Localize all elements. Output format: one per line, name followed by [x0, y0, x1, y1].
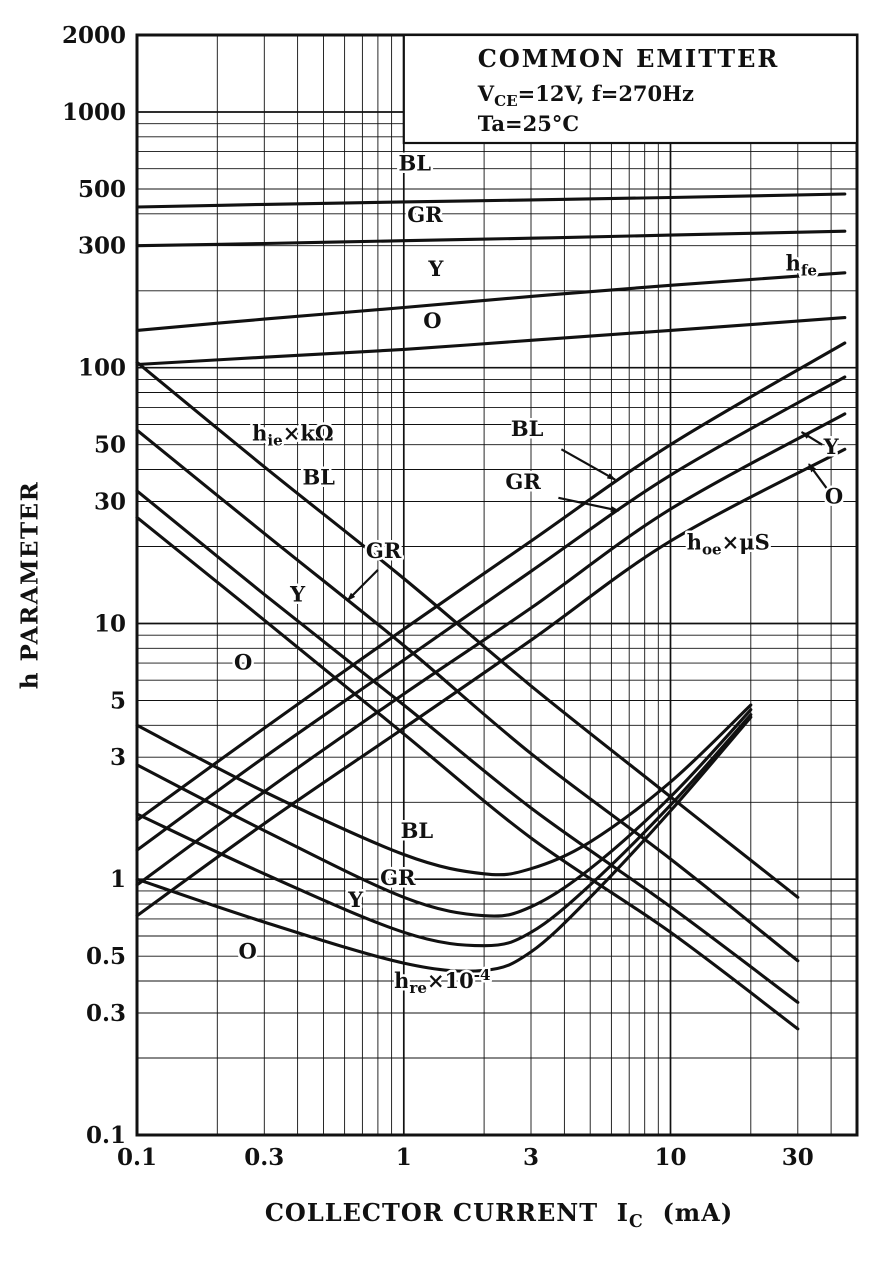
label-hre-name: hre×10-4: [394, 966, 490, 997]
curve-hie-GR: [135, 428, 800, 963]
x-axis-title: COLLECTOR CURRENT IC (mA): [264, 1198, 734, 1232]
title-box-line2: VCE=12V, f=270Hz: [477, 81, 694, 110]
curve-hfe-Y: [135, 271, 847, 332]
y-tick-1: 1: [110, 866, 126, 893]
label-hoe-GR: GR: [505, 469, 541, 494]
x-tick-0.3: 0.3: [244, 1144, 284, 1171]
label-hie-O: O: [234, 650, 252, 675]
label-hie-name: hie×kΩ: [252, 420, 333, 449]
curve-hie-O: [135, 515, 800, 1031]
label-hre-BL: BL: [401, 818, 434, 843]
curve-hie-BL: [135, 360, 800, 899]
y-tick-30: 30: [94, 489, 126, 516]
label-hoe-name: hoe×μS: [687, 529, 770, 558]
label-hre-GR: GR: [380, 865, 416, 890]
curve-hoe-BL: [135, 341, 847, 822]
annotation-arrow-2: [558, 496, 620, 512]
curve-hie-Y: [135, 489, 800, 1004]
curve-hfe-O: [135, 316, 847, 367]
curve-hre-Y: [135, 713, 753, 948]
title-box-frame: [402, 33, 859, 145]
annotation-arrow-3: [800, 431, 823, 446]
y-axis-title: h PARAMETER: [16, 480, 44, 690]
label-hre-O: O: [239, 939, 257, 964]
y-tick-10: 10: [94, 611, 126, 638]
y-tick-100: 100: [78, 355, 126, 382]
x-tick-30: 30: [782, 1144, 814, 1171]
title-box-line1: COMMON EMITTER: [478, 44, 780, 73]
label-hfe-name: hfe: [786, 251, 817, 280]
label-hfe-BL: BL: [399, 151, 432, 176]
x-tick-3: 3: [523, 1144, 539, 1171]
annotation-arrow-1: [560, 448, 617, 481]
y-tick-0.3: 0.3: [86, 1000, 126, 1027]
annotation-arrow-4: [808, 463, 832, 495]
label-hie-GR: GR: [366, 538, 402, 563]
label-hie-Y: Y: [289, 581, 306, 606]
label-hoe-BL: BL: [511, 416, 544, 441]
y-tick-50: 50: [94, 432, 126, 459]
tick-labels: 2000 1000 500 300 100 50 30 10 5 3 1 0.5 0.3 0.10.1 0.…: [62, 22, 814, 1171]
y-tick-2000: 2000: [62, 22, 126, 49]
curve-hre-BL: [135, 703, 753, 877]
y-tick-1000: 1000: [62, 99, 126, 126]
label-hfe-O: O: [423, 308, 441, 333]
label-hoe-Y: Y: [823, 434, 840, 459]
y-tick-0.5: 0.5: [86, 943, 126, 970]
y-tick-300: 300: [78, 233, 126, 260]
label-hie-BL: BL: [302, 464, 335, 489]
curve-hfe-BL: [135, 192, 847, 209]
curve-hoe-Y: [135, 412, 847, 887]
label-hfe-GR: GR: [407, 202, 443, 227]
curve-hoe-GR: [135, 375, 847, 852]
label-hre-Y: Y: [347, 887, 364, 912]
y-tick-5: 5: [110, 688, 126, 715]
curves: [135, 192, 847, 1031]
label-hfe-Y: Y: [427, 256, 444, 281]
x-tick-10: 10: [654, 1144, 686, 1171]
y-tick-0.1: 0.1: [86, 1122, 126, 1149]
y-tick-3: 3: [110, 744, 126, 771]
y-tick-500: 500: [78, 176, 126, 203]
x-tick-1: 1: [396, 1144, 412, 1171]
curve-hoe-O: [135, 447, 847, 918]
curve-hfe-GR: [135, 229, 847, 248]
title-box-line3: Ta=25°C: [478, 111, 579, 136]
curve-hre-GR: [135, 708, 753, 918]
label-hoe-O: O: [825, 483, 843, 508]
curve-annotations: BLGRYOhfehie×kΩBLGRYOBLGRYOhoe×μSBLGRYOh…: [232, 148, 846, 1000]
curve-hre-O: [135, 715, 753, 973]
x-tick-0.1: 0.1: [117, 1144, 157, 1171]
annotation-arrow-0: [346, 569, 379, 602]
